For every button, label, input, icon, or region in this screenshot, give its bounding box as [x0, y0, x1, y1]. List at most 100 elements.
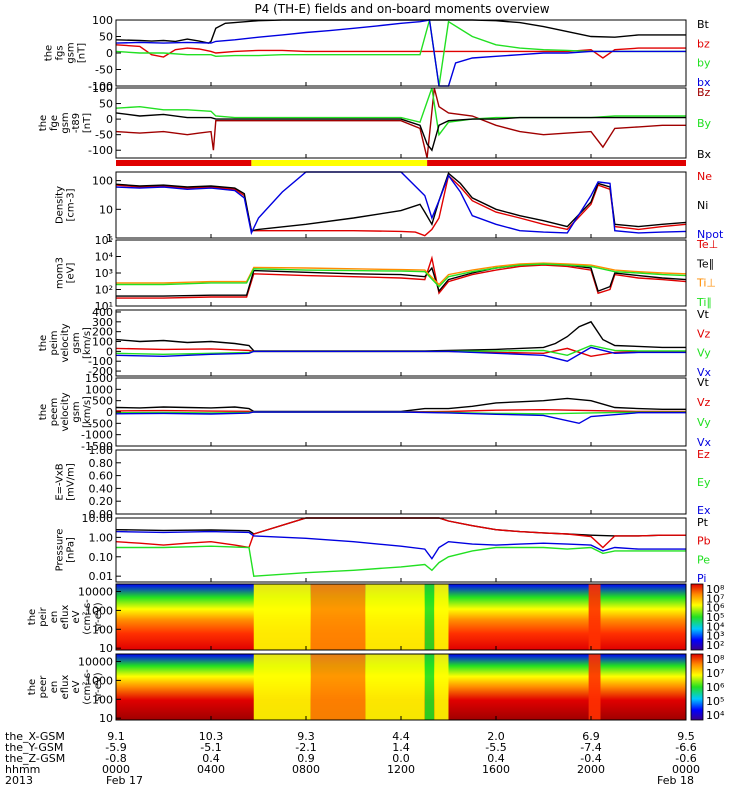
legend-pb: Pb: [697, 535, 711, 548]
y-tick-label: 10⁴: [95, 251, 114, 264]
colorbar-tick-label: 10⁷: [706, 592, 724, 605]
y-tick-label: 10⁵: [95, 234, 113, 247]
ephem-value: 6.9: [582, 730, 600, 743]
fgs-panel: 100 50 0 -50 -100 the fgs gsm [nT] Bt bz by bx: [44, 14, 711, 93]
y-tick-label: 1500: [85, 372, 113, 385]
spectrogram-region: [365, 584, 425, 650]
peir-spectrogram-panel: 10000 1000 100 10 the peir en eflux eV (cm²-s-sr-…: [27, 583, 725, 655]
legend-ti∥: Ti∥: [696, 296, 712, 309]
colorbar-tick-label: 10⁴: [706, 620, 725, 633]
efield-ylabel: E=-VxB [mV/m]: [55, 463, 77, 501]
pressure-series-pt: [115, 517, 686, 537]
ephem-value: 1600: [482, 763, 510, 776]
mode-segment: [116, 160, 252, 166]
ephem-value: -2.1: [295, 741, 316, 754]
ylabel-line: [km/s]: [82, 327, 93, 359]
efield-frame: [115, 449, 687, 515]
ephem-value: 10.3: [199, 730, 224, 743]
ylabel-line: gsm: [60, 112, 71, 133]
y-tick-label: -100: [88, 80, 113, 93]
y-tick-label: 0.80: [89, 457, 114, 470]
spectrogram-region: [253, 584, 311, 650]
ephem-value: 1200: [387, 763, 415, 776]
legend-by: by: [697, 57, 711, 70]
ephem-value: 2000: [577, 763, 605, 776]
ylabel-line: en: [49, 681, 60, 694]
y-tick-label: 0.10: [89, 551, 114, 564]
peer-spectrogram-panel: 10000 1000 100 10 the peer en eflux eV (cm²-s-sr-…: [27, 653, 725, 725]
y-tick-label: -200: [88, 365, 113, 378]
ephem-value: Feb 17: [106, 774, 143, 787]
y-tick-label: 0.20: [89, 495, 114, 508]
ylabel-line: sr-eV): [93, 672, 104, 701]
fgs-series-by: [115, 19, 686, 87]
spectrogram-region: [588, 584, 601, 650]
peir-spectrogram-ylabel: the peir en eflux eV (cm²-s-sr-eV): [27, 599, 104, 635]
y-tick-label: 10.00: [82, 512, 114, 525]
spectrogram-region: [424, 584, 435, 650]
legend-ne: Ne: [697, 170, 712, 183]
peem-velocity-ylabel: the peem velocity gsm [km/s]: [38, 392, 93, 431]
fge-series-bz: [115, 87, 686, 159]
y-tick-label: 10000: [78, 656, 113, 669]
ylabel-line: the: [38, 335, 49, 351]
legend-vt: Vt: [697, 308, 710, 321]
ephem-value: -5.9: [105, 741, 126, 754]
ylabel-line: peem: [49, 398, 60, 426]
y-tick-label: -1000: [81, 429, 113, 442]
y-tick-label: -1500: [81, 440, 113, 453]
y-tick-label: 10: [99, 203, 113, 216]
fgs-frame: [115, 19, 687, 87]
peer-spectrogram-ylabel: the peer en eflux eV (cm²-s-sr-eV): [27, 669, 104, 705]
fge-ylabel: the fge gsm -t89 [nT]: [38, 112, 93, 133]
colorbar-tick-label: 10⁸: [706, 583, 725, 596]
y-tick-label: 1000: [85, 604, 113, 617]
ylabel-line: peim: [49, 330, 60, 355]
colorbar-tick-label: 10⁵: [706, 611, 724, 624]
y-tick-label: 100: [92, 336, 113, 349]
ylabel-line: eV: [71, 680, 82, 693]
spectrogram-region: [253, 654, 311, 720]
ylabel-line: velocity: [60, 323, 71, 362]
ylabel-line: gsm: [66, 42, 77, 63]
fgs-series-bx: [115, 19, 686, 87]
temperature-series-te⊥: [116, 255, 687, 299]
y-tick-label: 300: [92, 316, 113, 329]
y-tick-label: 1000: [85, 674, 113, 687]
y-tick-label: 1.00: [89, 531, 114, 544]
colorbar-tick-label: 10⁶: [706, 681, 725, 694]
ylabel-line: [cm-3]: [66, 188, 77, 221]
ylabel-line: [mV/m]: [66, 463, 77, 501]
legend-npot: Npot: [697, 228, 724, 241]
temperature-panel: 10⁵ 10⁴ 10³ 10² 10¹ mom3 [eV] Te⊥ Te∥ Ti⊥ Ti∥: [55, 234, 719, 313]
density-series-ne: [115, 174, 687, 237]
legend-ni: Ni: [697, 199, 708, 212]
colorbar-tick-label: 10⁵: [706, 695, 724, 708]
peim-velocity-series-vt: [115, 320, 686, 352]
fgs-series-bz: [115, 44, 686, 59]
ephemeris-table: the_X-GSMthe_Y-GSMthe_Z-GSMhhmm20139.1-5…: [5, 730, 700, 787]
legend-vt: Vt: [697, 376, 710, 389]
ylabel-line: the: [38, 115, 49, 131]
legend-ey: Ey: [697, 476, 711, 489]
colorbar-tick-label: 10³: [706, 630, 724, 643]
legend-bx: bx: [697, 76, 711, 89]
y-tick-label: 50: [99, 31, 113, 44]
fge-series-by: [115, 87, 686, 137]
y-tick-label: 100: [92, 82, 113, 95]
pressure-series-pe: [116, 545, 686, 577]
legend-bx: Bx: [697, 148, 712, 161]
spectrogram-region: [310, 584, 366, 650]
fgs-ylabel: the fgs gsm [nT]: [44, 42, 88, 63]
y-tick-label: 100: [92, 623, 113, 636]
y-tick-label: 1.00: [89, 444, 114, 457]
y-tick-label: 10000: [78, 586, 113, 599]
ephem-value: 1.4: [392, 741, 410, 754]
density-ylabel: Density [cm-3]: [55, 186, 77, 224]
temperature-series-ti∥: [116, 263, 687, 288]
ephem-row-label: the_X-GSM: [5, 730, 65, 743]
legend-vy: Vy: [697, 347, 711, 360]
ylabel-line: peer: [38, 675, 49, 699]
